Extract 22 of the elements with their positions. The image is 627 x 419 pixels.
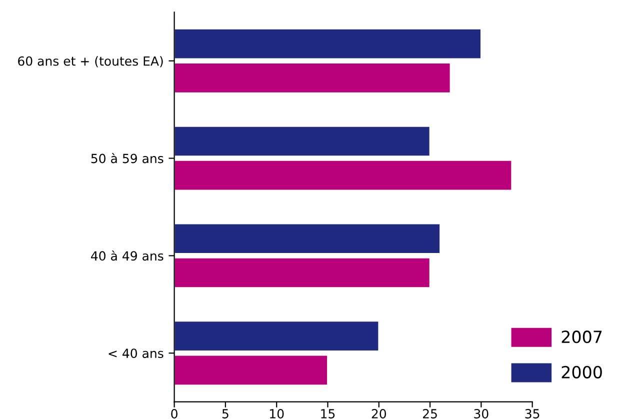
bar: [174, 62, 452, 94]
bar: [174, 125, 431, 158]
bar: [174, 160, 513, 192]
x-tick-label: 35: [525, 408, 540, 418]
y-tick-label: < 40 ans: [108, 348, 164, 358]
x-tick-label: 20: [372, 408, 386, 418]
bar: [174, 320, 380, 352]
bar: [174, 256, 431, 289]
x-tick-label: 15: [321, 409, 335, 418]
bar: [174, 222, 441, 254]
x-tick-label: 25: [422, 408, 437, 418]
x-tick-label: 30: [474, 408, 488, 418]
y-tick-label: 60 ans et + (toutes EA): [18, 56, 163, 68]
legend-label: 2000: [562, 366, 602, 378]
legend-label: 2007: [562, 330, 602, 344]
x-tick-label: 5: [222, 409, 228, 418]
y-tick-label: 40 à 49 ans: [91, 250, 164, 261]
x-tick-label: 10: [270, 408, 284, 418]
bar: [174, 28, 482, 60]
x-tick-label: 0: [171, 408, 178, 418]
bar: [174, 354, 328, 386]
y-tick-label: 50 à 59 ans: [91, 153, 164, 164]
